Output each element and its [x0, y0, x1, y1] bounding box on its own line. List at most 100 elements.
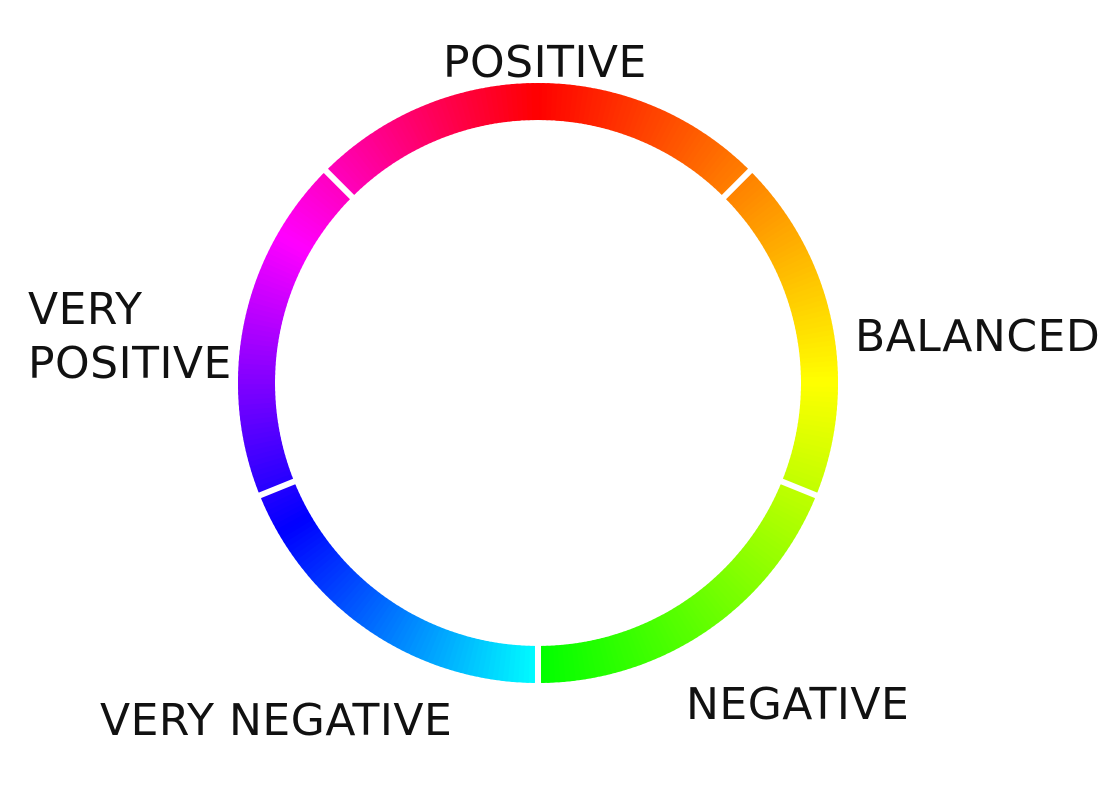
- ring-slice: [400, 616, 424, 654]
- ring-slice: [716, 571, 748, 604]
- ring-slice: [680, 130, 707, 166]
- ring-slice: [769, 501, 806, 525]
- ring-slice: [261, 484, 299, 507]
- ring-slice: [419, 104, 441, 142]
- ring-slice: [687, 136, 716, 171]
- ring-slice: [757, 521, 794, 548]
- ring-slice: [762, 227, 799, 253]
- ring-slice: [373, 602, 400, 639]
- ring-slice: [664, 119, 690, 156]
- ring-slice: [377, 125, 404, 161]
- ring-slice: [691, 139, 720, 174]
- ring-slice: [386, 610, 412, 647]
- ring-slice: [282, 521, 319, 548]
- ring-slice: [414, 106, 437, 144]
- ring-slice: [713, 159, 744, 192]
- ring-slice: [332, 159, 363, 192]
- ring-slice: [687, 595, 716, 630]
- ring-slice: [660, 612, 685, 649]
- ring-slice: [272, 505, 309, 530]
- ring-slice: [300, 544, 335, 573]
- ring-slice: [760, 517, 796, 544]
- ring-slice: [656, 614, 680, 651]
- ring-slice: [352, 142, 381, 177]
- ring-slice: [723, 564, 755, 597]
- ring-slice: [263, 488, 301, 511]
- ring-slice: [265, 493, 303, 516]
- ring-slice: [631, 626, 652, 664]
- ring-slice: [317, 173, 350, 205]
- ring-slice: [360, 136, 389, 171]
- label-very-positive: VERY POSITIVE: [28, 283, 232, 390]
- ring-slice: [706, 580, 736, 614]
- ring-slice: [695, 142, 724, 177]
- ring-slice: [741, 193, 776, 222]
- ring-slice: [752, 529, 788, 557]
- ring-slice: [274, 231, 311, 257]
- segment-divider: [255, 477, 299, 500]
- ring-slice: [282, 218, 319, 245]
- ring-slice: [280, 222, 316, 249]
- ring-slice: [702, 583, 732, 617]
- ring-slice: [304, 547, 338, 577]
- ring-slice: [668, 122, 694, 159]
- ring-slice: [777, 259, 815, 282]
- ring-slice: [369, 130, 396, 166]
- ring-slice: [735, 185, 769, 215]
- ring-slice: [709, 155, 740, 189]
- ring-slice: [762, 513, 799, 539]
- ring-slice: [364, 133, 392, 169]
- ring-slice: [410, 108, 433, 146]
- label-balanced: BALANCED: [855, 311, 1101, 362]
- ring-slice: [775, 255, 813, 278]
- ring-slice: [352, 589, 381, 624]
- ring-slice: [348, 145, 377, 180]
- ring-slice: [328, 571, 360, 604]
- ring-slice: [652, 112, 676, 150]
- segment-dividers: [255, 165, 821, 687]
- ring-slice: [400, 112, 424, 150]
- ring-slice: [332, 574, 363, 607]
- ring-slice: [732, 554, 766, 585]
- ring-slice: [317, 561, 350, 593]
- ring-slice: [285, 214, 321, 241]
- label-very-positive-line1: VERY: [28, 284, 143, 335]
- ring-slice: [635, 624, 657, 662]
- ring-slice: [314, 558, 347, 589]
- ring-slice: [396, 115, 420, 152]
- ring-slice: [738, 547, 772, 577]
- ring-slice: [738, 189, 772, 219]
- ring-slice: [668, 607, 694, 644]
- ring-slice: [726, 173, 759, 205]
- ring-slice: [676, 602, 703, 639]
- ring-slice: [672, 605, 699, 641]
- ring-slice: [660, 117, 685, 154]
- ring-slice: [285, 525, 321, 552]
- ring-slice: [391, 117, 416, 154]
- ring-slice: [300, 193, 335, 222]
- ring-slice: [391, 612, 416, 649]
- ring-slice: [652, 616, 676, 654]
- ring-slice: [288, 529, 324, 557]
- ring-slice: [726, 561, 759, 593]
- ring-slice: [267, 245, 305, 269]
- ring-slice: [267, 497, 305, 521]
- ring-slice: [294, 536, 329, 565]
- ring-slice: [691, 592, 720, 627]
- ring-slice: [531, 83, 540, 121]
- ring-slice: [272, 236, 309, 261]
- ring-slice: [699, 586, 728, 621]
- ring-slice: [771, 245, 809, 269]
- ring-slice: [307, 551, 341, 581]
- ring-slice: [314, 177, 347, 208]
- ring-slice: [291, 532, 326, 561]
- ring-slice: [328, 162, 360, 195]
- ring-slice: [340, 580, 370, 614]
- ring-slice: [280, 517, 316, 544]
- ring-slice: [750, 205, 785, 234]
- ring-slice: [767, 236, 804, 261]
- ring-slice: [310, 554, 344, 585]
- ring-slice: [706, 152, 736, 186]
- ring-slice: [672, 125, 699, 161]
- ring-slice: [747, 536, 782, 565]
